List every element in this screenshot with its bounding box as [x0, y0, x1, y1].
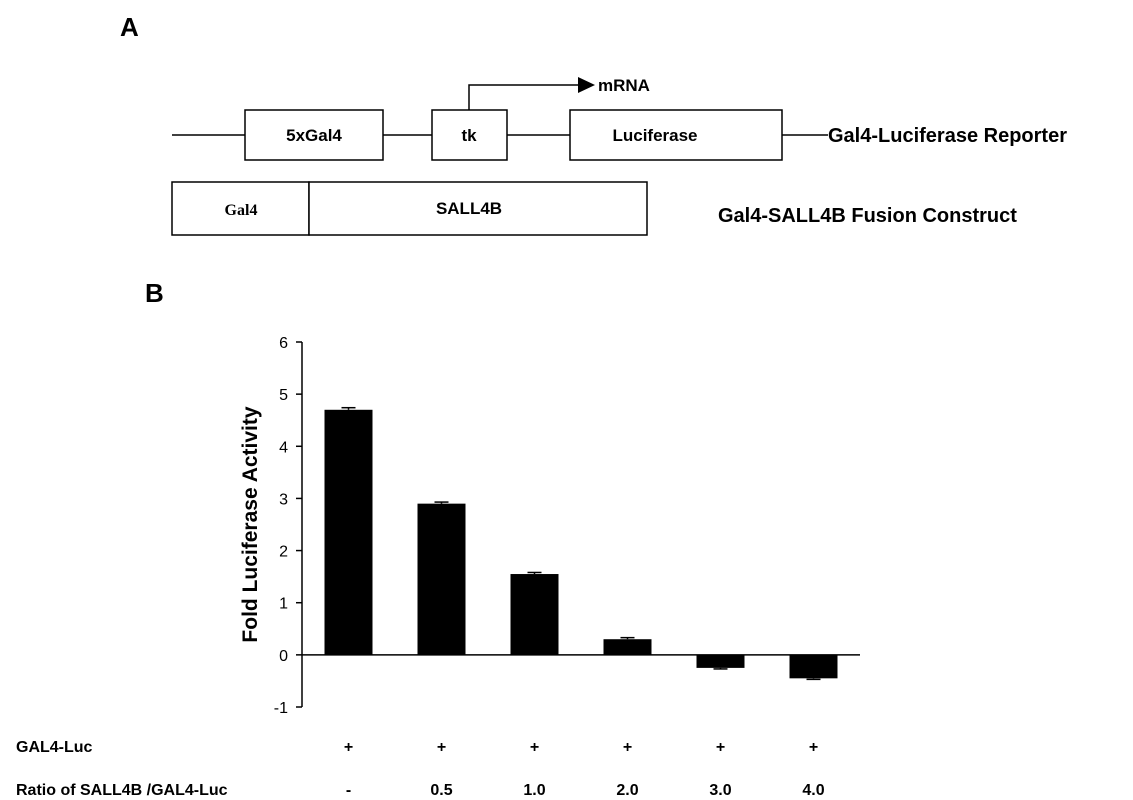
y-tick-label: 5	[279, 387, 288, 404]
condition-row-value: 1.0	[523, 782, 545, 799]
condition-row-value: +	[344, 739, 353, 756]
y-axis-title: Fold Luciferase Activity	[239, 406, 262, 642]
y-tick-label: 0	[279, 648, 288, 665]
condition-rows: GAL4-Luc + + + + + + Ratio of SALL4B /GAL4-Luc -…	[16, 739, 825, 799]
y-tick-label: 1	[279, 596, 288, 613]
sall4b-label: SALL4B	[436, 199, 502, 218]
sall4b-box	[308, 181, 648, 236]
gal4-dbd-box	[171, 181, 310, 236]
condition-row-label: GAL4-Luc	[16, 739, 93, 756]
bar-chart: 6 5 4 3 2 1 0 -1 Fold Luciferase Activity GAL4-…	[16, 335, 860, 799]
bar	[603, 639, 652, 655]
transcription-arrow-line	[468, 84, 580, 110]
gal4-binding-label: 5xGal4	[286, 126, 342, 145]
tk-label: tk	[461, 126, 477, 145]
y-ticks: 6 5 4 3 2 1 0 -1	[274, 335, 302, 717]
y-tick-label: -1	[274, 700, 288, 717]
fusion-name: Gal4-SALL4B Fusion Construct	[718, 205, 1017, 227]
y-tick-label: 3	[279, 491, 288, 508]
panel-label-b: B	[145, 278, 164, 308]
luciferase-box	[569, 109, 783, 161]
condition-row-value: +	[809, 739, 818, 756]
condition-row-value: +	[437, 739, 446, 756]
panel-label-a: A	[120, 12, 139, 42]
reporter-construct: 5xGal4 tk Luciferase Gal4-Luciferase Rep…	[172, 76, 1067, 161]
bar	[696, 654, 745, 668]
condition-row-value: +	[530, 739, 539, 756]
condition-row-value: 2.0	[616, 782, 638, 799]
transcription-arrow-head	[578, 77, 595, 93]
y-tick-label: 4	[279, 439, 288, 456]
y-tick-label: 6	[279, 335, 288, 352]
mrna-label: mRNA	[598, 76, 650, 95]
y-tick-label: 2	[279, 544, 288, 561]
bar	[324, 409, 373, 655]
bar	[417, 503, 466, 655]
condition-row-value: +	[716, 739, 725, 756]
fusion-construct: Gal4 SALL4B Gal4-SALL4B Fusion Construct	[171, 181, 1017, 236]
luciferase-label: Luciferase	[612, 126, 697, 145]
condition-row-value: +	[623, 739, 632, 756]
condition-row-value: 0.5	[430, 782, 452, 799]
bar	[510, 574, 559, 655]
condition-row-value: -	[346, 782, 351, 799]
condition-row-value: 4.0	[802, 782, 824, 799]
condition-row-value: 3.0	[709, 782, 731, 799]
reporter-name: Gal4-Luciferase Reporter	[828, 125, 1067, 147]
condition-row-label: Ratio of SALL4B /GAL4-Luc	[16, 782, 228, 799]
gal4-dbd-label: Gal4	[225, 202, 258, 219]
bars	[324, 406, 838, 681]
bar	[789, 654, 838, 679]
